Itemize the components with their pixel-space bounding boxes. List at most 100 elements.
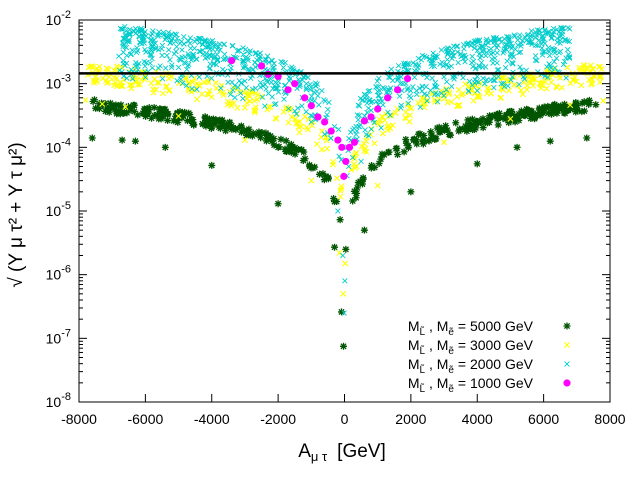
data-point [245,55,251,61]
data-point [551,107,559,115]
data-point [432,79,439,86]
data-point [455,127,463,135]
data-point [167,57,173,63]
data-point [274,200,282,208]
data-point [226,118,234,126]
data-point [557,103,565,111]
data-point [179,47,185,53]
data-point [379,113,385,120]
data-point [541,49,548,55]
data-point [148,114,156,122]
data-point [174,118,182,126]
data-point [494,60,500,66]
data-point [482,64,489,70]
data-point [589,65,596,72]
data-point [329,161,336,168]
data-point [281,96,287,102]
data-point [474,92,481,99]
data-point [387,74,393,81]
data-point [505,83,511,89]
data-point [540,104,548,112]
data-point [230,100,237,107]
data-point [156,79,163,86]
data-point [479,124,487,132]
data-point [324,173,332,181]
data-point [454,103,460,110]
data-point [511,81,518,88]
data-point [282,137,290,145]
data-point [82,97,89,104]
data-point [183,82,190,89]
data-point [336,216,344,224]
data-point [419,100,426,107]
data-point [400,148,408,156]
data-point [583,134,591,142]
data-point [122,23,128,30]
data-point [200,79,207,86]
data-point [402,109,409,116]
data-point [572,98,580,106]
data-point [512,33,518,40]
data-point [243,85,250,91]
data-point [267,103,274,110]
x-axis-title: Aμ τ [GeV] [298,441,386,464]
data-point [301,94,309,102]
data-point [162,107,170,115]
data-point [340,290,347,297]
series-layer [82,23,607,350]
data-point [560,61,567,68]
data-point [383,89,390,96]
data-point [342,278,348,284]
data-point [519,91,526,98]
data-point [376,75,382,82]
data-point [448,83,455,90]
data-point [285,105,292,112]
data-point [560,100,568,108]
data-point [92,104,100,112]
data-point [87,63,94,70]
data-point [501,36,508,42]
data-point [554,84,561,91]
data-point [483,52,489,59]
data-point [345,143,354,151]
data-point [490,77,497,84]
data-point [184,117,192,125]
data-point [148,37,155,43]
data-point [523,86,530,93]
data-point [530,74,537,81]
data-point [465,88,472,95]
data-point [376,98,382,104]
data-point [444,51,451,58]
data-point [198,91,205,98]
data-point [385,86,391,93]
data-point [479,43,486,50]
data-point [507,51,514,57]
data-point [534,27,541,33]
y-axis-title-text: √ (Y μ τ² + Y τ μ²) [6,142,27,287]
data-point [394,77,401,83]
y-tick-label: 10-6 [46,264,71,283]
data-point [187,40,193,47]
data-point [337,193,344,200]
data-point [271,67,277,74]
data-point [114,64,121,71]
data-point [504,58,510,64]
data-point [213,85,220,92]
data-point [232,126,240,134]
data-point [210,119,218,127]
data-point [214,46,220,53]
data-point [263,86,269,92]
data-point [156,29,162,35]
data-point [247,75,254,82]
data-point [413,140,421,148]
data-point [259,94,266,100]
data-point [377,88,383,94]
y-tick-label: 10-3 [46,73,71,92]
data-point [364,109,370,116]
data-point [483,42,489,48]
data-point [572,108,580,116]
data-point [334,175,341,182]
data-point [228,57,236,65]
data-point [221,51,228,58]
data-point [566,54,572,61]
